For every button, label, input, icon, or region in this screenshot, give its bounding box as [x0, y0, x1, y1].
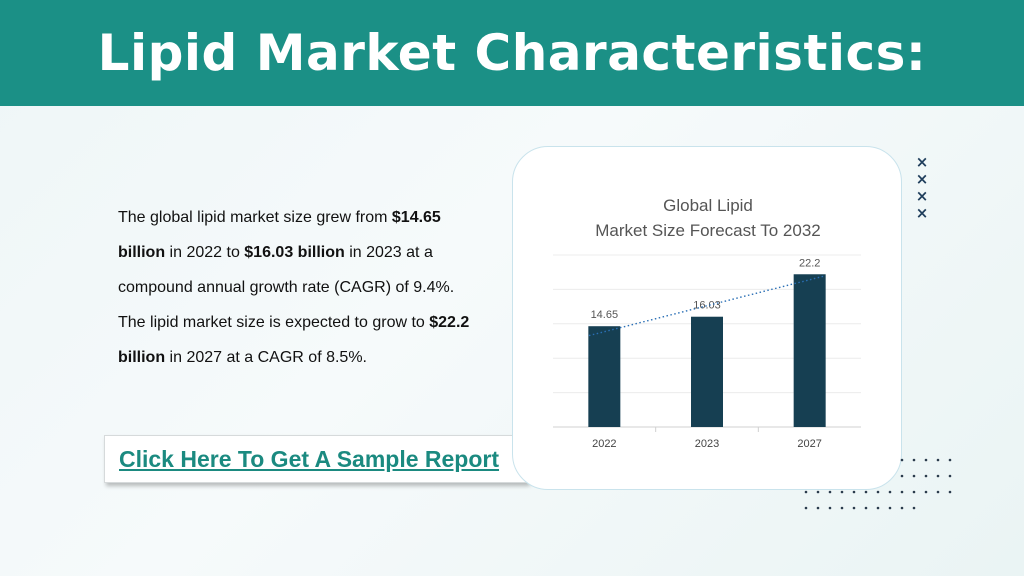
- market-size-2027: $22.2 billion: [118, 314, 470, 366]
- decor-dot: [924, 474, 928, 478]
- decor-dot: [888, 490, 892, 494]
- decor-dot: [816, 506, 820, 510]
- decor-dot: [804, 506, 808, 510]
- bar: [793, 274, 826, 427]
- market-description: The global lipid market size grew from $…: [118, 200, 478, 375]
- decor-dot: [876, 490, 880, 494]
- decor-dot: [840, 506, 844, 510]
- x-marks-decoration: × × × ×: [914, 154, 930, 222]
- decor-dot: [900, 458, 904, 462]
- decor-dot: [936, 458, 940, 462]
- decor-dot: [852, 506, 856, 510]
- chart-title: Global Lipid: [663, 196, 753, 215]
- bar: [691, 316, 723, 427]
- chart-card: Global Lipid Market Size Forecast To 2032…: [512, 146, 902, 490]
- chart-title: Market Size Forecast To 2032: [595, 221, 821, 240]
- description-text: in 2022 to: [165, 244, 245, 261]
- page-title: Lipid Market Characteristics:: [97, 24, 927, 82]
- decor-dot: [816, 490, 820, 494]
- decor-dot: [948, 474, 952, 478]
- x-tick-label: 2022: [592, 438, 616, 450]
- decor-dot: [888, 506, 892, 510]
- market-size-2023: $16.03 billion: [244, 244, 345, 261]
- decor-dot: [948, 490, 952, 494]
- sample-report-link[interactable]: Click Here To Get A Sample Report: [119, 445, 500, 472]
- data-label: 22.2: [799, 257, 820, 269]
- sample-report-box[interactable]: Click Here To Get A Sample Report: [104, 435, 528, 483]
- decor-dot: [864, 506, 868, 510]
- x-mark-icon: ×: [915, 153, 929, 171]
- market-size-2022: $14.65 billion: [118, 209, 441, 261]
- x-tick-label: 2027: [797, 438, 821, 450]
- x-tick-label: 2023: [695, 438, 719, 450]
- decor-dot: [936, 474, 940, 478]
- decor-dot: [828, 506, 832, 510]
- description-text: The global lipid market size grew from: [118, 209, 392, 226]
- decor-dot: [876, 506, 880, 510]
- decor-dot: [852, 490, 856, 494]
- data-label: 14.65: [591, 309, 619, 321]
- x-mark-icon: ×: [915, 187, 929, 205]
- decor-dot: [900, 474, 904, 478]
- dot-grid-decoration: [804, 458, 952, 510]
- bar-chart: Global Lipid Market Size Forecast To 2032…: [553, 196, 861, 450]
- decor-dot: [912, 506, 916, 510]
- bar: [588, 326, 621, 427]
- decor-dot: [912, 474, 916, 478]
- trendline: [588, 275, 826, 337]
- x-mark-icon: ×: [915, 170, 929, 188]
- decor-dot: [948, 458, 952, 462]
- decor-dot: [936, 490, 940, 494]
- description-text: in 2027 at a CAGR of 8.5%.: [165, 349, 367, 366]
- decor-dot: [840, 490, 844, 494]
- x-mark-icon: ×: [915, 204, 929, 222]
- decor-dot: [864, 490, 868, 494]
- data-label: 16.03: [693, 300, 721, 312]
- decor-dot: [900, 506, 904, 510]
- decor-dot: [912, 458, 916, 462]
- decor-dot: [828, 490, 832, 494]
- decor-dot: [924, 458, 928, 462]
- decor-dot: [924, 490, 928, 494]
- decor-dot: [912, 490, 916, 494]
- title-banner: Lipid Market Characteristics:: [0, 0, 1024, 106]
- decor-dot: [804, 490, 808, 494]
- decor-dot: [900, 490, 904, 494]
- description-text: in 2023 at a compound annual growth rate…: [118, 244, 455, 331]
